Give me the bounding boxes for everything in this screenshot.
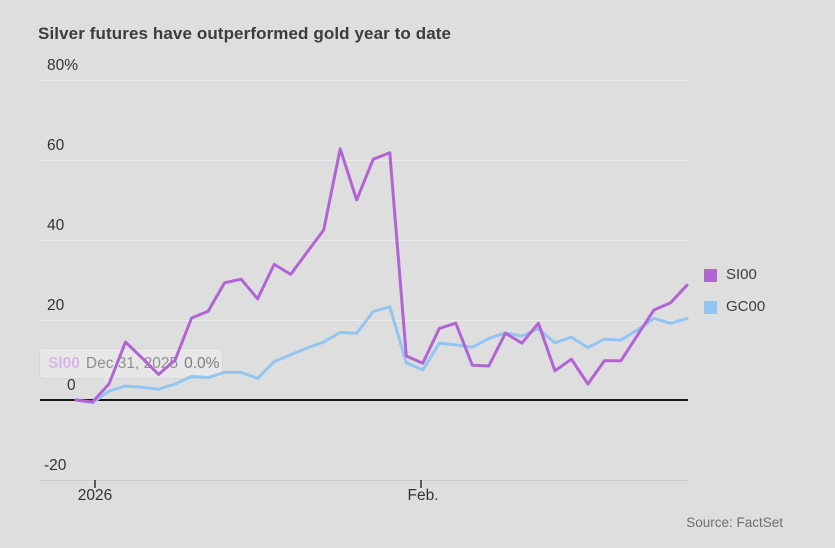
legend-item-gc00[interactable]: GC00 xyxy=(704,299,765,315)
gridline-40 xyxy=(40,240,688,241)
tooltip-caret-icon xyxy=(102,378,116,386)
x-axis-baseline xyxy=(40,480,688,481)
y-label-80: 80% xyxy=(47,57,79,74)
tooltip: SI00 Dec 31, 2025 0.0% xyxy=(39,348,223,386)
y-label-neg20: -20 xyxy=(44,457,67,474)
chart-title: Silver futures have outperformed gold ye… xyxy=(38,24,452,43)
y-label-0: 0 xyxy=(67,377,76,394)
x-label-feb: Feb. xyxy=(407,487,439,504)
y-label-20: 20 xyxy=(47,297,65,314)
gc00-swatch-icon xyxy=(704,300,717,314)
gridline-20 xyxy=(40,320,688,321)
legend: SI00 GC00 xyxy=(704,267,765,331)
x-tick-feb xyxy=(420,480,422,488)
tooltip-value: 0.0% xyxy=(184,354,220,372)
gridline-80 xyxy=(40,80,688,81)
si00-swatch-icon xyxy=(704,268,717,282)
x-tick-2026 xyxy=(94,480,96,488)
source-label: Source: FactSet xyxy=(686,515,783,530)
tooltip-date: Dec 31, 2025 xyxy=(85,354,179,372)
gridline-60 xyxy=(40,160,688,161)
legend-label-gc00: GC00 xyxy=(726,298,766,315)
tooltip-series: SI00 xyxy=(48,354,80,372)
zero-line xyxy=(40,399,688,401)
x-label-2026: 2026 xyxy=(77,487,113,504)
y-label-60: 60 xyxy=(47,137,65,154)
legend-item-si00[interactable]: SI00 xyxy=(704,267,765,283)
y-label-40: 40 xyxy=(47,217,65,234)
legend-label-si00: SI00 xyxy=(726,266,757,283)
